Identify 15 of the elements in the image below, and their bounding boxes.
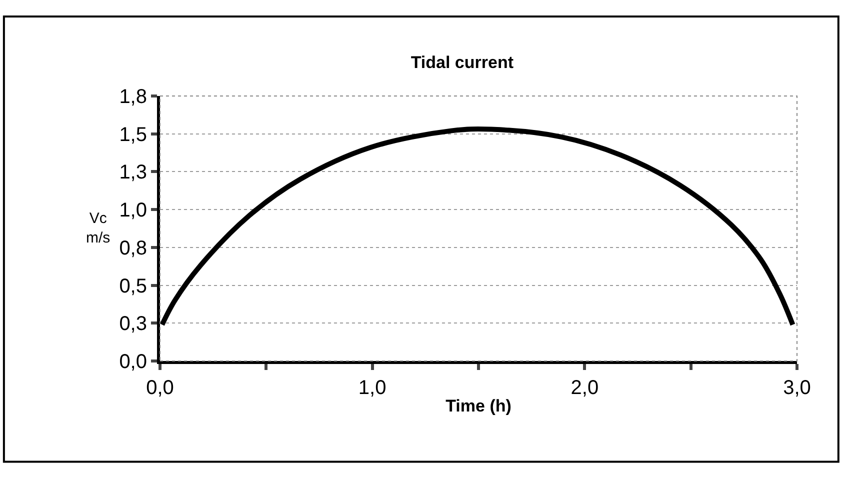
x-tick-label: 0,0 xyxy=(146,377,174,399)
y-tick-label: 0,3 xyxy=(119,313,147,336)
chart-title: Tidal current xyxy=(410,53,514,72)
y-tick-label: 1,5 xyxy=(119,124,147,146)
x-tick-label: 2,0 xyxy=(570,377,599,399)
y-axis-title: Vc m/s xyxy=(86,210,110,246)
y-tick-label: 1,8 xyxy=(119,86,147,108)
y-tick-label: 0,5 xyxy=(119,275,147,298)
x-tick-label: 3,0 xyxy=(783,377,811,399)
x-axis-title: Time (h) xyxy=(446,396,512,416)
y-tick-label: 1,3 xyxy=(119,162,147,184)
y-tick-label: 0,0 xyxy=(119,351,147,373)
x-tick-label: 1,0 xyxy=(358,377,386,399)
y-tick-label: 1,0 xyxy=(119,200,147,222)
y-tick-label: 0,8 xyxy=(119,237,147,260)
